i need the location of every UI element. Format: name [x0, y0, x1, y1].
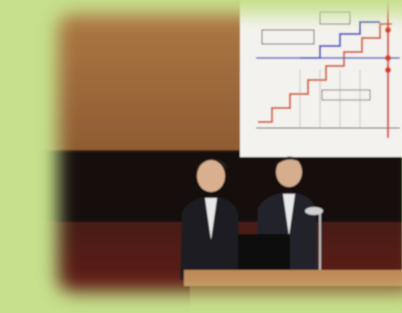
laptop	[238, 234, 290, 270]
podium-top	[184, 270, 402, 286]
podium-front	[190, 286, 402, 313]
photo-frame	[0, 0, 402, 313]
projection-screen	[240, 0, 402, 157]
photo	[0, 0, 402, 313]
page	[0, 0, 402, 313]
microphone	[305, 207, 323, 215]
